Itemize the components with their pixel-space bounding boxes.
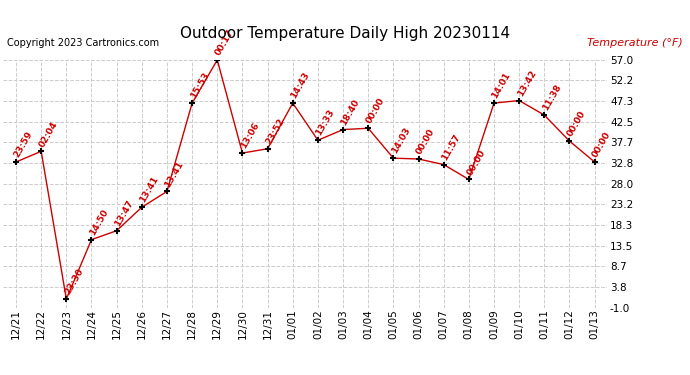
Text: 23:52: 23:52: [264, 117, 286, 146]
Text: 02:04: 02:04: [37, 119, 59, 148]
Text: 14:01: 14:01: [491, 71, 513, 100]
Text: 13:47: 13:47: [113, 198, 135, 228]
Text: 00:00: 00:00: [364, 97, 386, 126]
Text: 13:33: 13:33: [314, 108, 337, 138]
Text: 00:00: 00:00: [465, 148, 487, 177]
Text: 13:42: 13:42: [515, 68, 538, 98]
Text: 14:43: 14:43: [289, 71, 311, 100]
Text: 13:41: 13:41: [164, 159, 186, 189]
Text: 14:50: 14:50: [88, 208, 110, 237]
Text: 00:00: 00:00: [591, 130, 613, 159]
Text: 11:38: 11:38: [541, 83, 563, 112]
Text: 23:59: 23:59: [12, 130, 34, 159]
Text: 11:57: 11:57: [440, 132, 462, 162]
Text: 23:30: 23:30: [63, 267, 85, 296]
Text: 15:53: 15:53: [188, 71, 210, 100]
Text: Temperature (°F): Temperature (°F): [587, 38, 683, 48]
Text: 00:00: 00:00: [415, 128, 437, 156]
Text: 13:41: 13:41: [138, 175, 160, 204]
Text: Outdoor Temperature Daily High 20230114: Outdoor Temperature Daily High 20230114: [180, 26, 510, 41]
Text: 18:40: 18:40: [339, 98, 362, 127]
Text: 14:03: 14:03: [390, 126, 412, 155]
Text: 00:17: 00:17: [214, 28, 236, 57]
Text: Copyright 2023 Cartronics.com: Copyright 2023 Cartronics.com: [7, 38, 159, 48]
Text: 00:00: 00:00: [566, 110, 588, 138]
Text: 13:06: 13:06: [239, 121, 261, 150]
